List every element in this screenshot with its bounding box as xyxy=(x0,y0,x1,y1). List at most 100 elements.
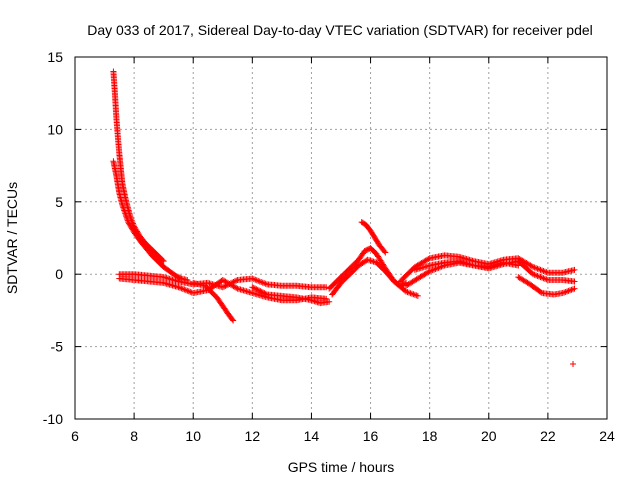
data-point xyxy=(179,285,186,292)
data-point xyxy=(258,279,265,286)
data-point xyxy=(408,290,415,297)
data-point xyxy=(564,288,571,295)
data-point xyxy=(537,266,544,273)
data-point xyxy=(230,317,237,324)
data-point xyxy=(413,292,420,299)
data-point xyxy=(159,257,166,264)
data-point xyxy=(541,268,548,275)
y-tick-label: 0 xyxy=(55,266,63,282)
data-point xyxy=(429,267,436,274)
data-point xyxy=(425,269,432,276)
data-point xyxy=(182,287,189,294)
data-point xyxy=(250,284,257,291)
data-point xyxy=(258,288,265,295)
data-point xyxy=(403,288,410,295)
series-tail-22 xyxy=(515,274,578,298)
data-point xyxy=(540,275,547,282)
data-point xyxy=(128,225,135,232)
data-point xyxy=(252,276,259,283)
data-point xyxy=(404,289,411,296)
data-point xyxy=(233,284,240,291)
data-point xyxy=(570,286,577,293)
data-point xyxy=(543,269,550,276)
data-point xyxy=(231,278,238,285)
data-point xyxy=(571,285,578,292)
data-point xyxy=(534,272,541,279)
data-point xyxy=(175,284,182,291)
data-point xyxy=(426,268,433,275)
data-point xyxy=(249,284,256,291)
x-tick-label: 8 xyxy=(130,428,138,444)
series-arc-18-21 xyxy=(397,252,578,285)
data-point xyxy=(128,224,135,231)
data-point xyxy=(531,264,538,271)
data-point xyxy=(185,288,192,295)
x-axis-label: GPS time / hours xyxy=(288,459,395,475)
data-point xyxy=(187,288,194,295)
data-point xyxy=(126,221,133,228)
data-point xyxy=(537,289,544,296)
series-outlier xyxy=(570,360,577,367)
data-layer xyxy=(110,68,578,367)
data-point xyxy=(530,271,537,278)
data-point xyxy=(382,249,389,256)
data-point xyxy=(414,292,421,299)
data-point xyxy=(257,288,264,295)
data-point xyxy=(249,275,256,282)
series-decay-lower xyxy=(110,158,191,283)
data-point xyxy=(530,263,537,270)
data-point xyxy=(533,265,540,272)
data-point xyxy=(528,263,535,270)
x-tick-label: 20 xyxy=(481,428,497,444)
chart-title: Day 033 of 2017, Sidereal Day-to-day VTE… xyxy=(87,22,593,38)
data-point xyxy=(125,219,132,226)
data-point xyxy=(233,277,240,284)
data-point xyxy=(565,287,572,294)
data-point xyxy=(536,273,543,280)
grid-layer xyxy=(75,57,607,419)
data-point xyxy=(129,226,136,233)
data-point xyxy=(219,284,226,291)
data-point xyxy=(127,222,134,229)
series-dip-14 xyxy=(249,284,333,307)
data-point xyxy=(410,291,417,298)
x-tick-label: 16 xyxy=(363,428,379,444)
data-point xyxy=(261,280,268,287)
data-point xyxy=(534,265,541,272)
data-point xyxy=(261,290,268,297)
data-point xyxy=(326,298,333,305)
label-layer: 6 8 10 12 14 16 18 20 22 24 -10 -5 0 5 10 15 xyxy=(43,49,615,444)
data-point xyxy=(428,267,435,274)
data-point xyxy=(515,262,522,269)
data-point xyxy=(254,286,261,293)
data-point xyxy=(541,275,548,282)
tick-layer xyxy=(74,56,608,420)
data-point xyxy=(538,274,545,281)
data-point xyxy=(229,316,236,323)
data-point xyxy=(411,291,418,298)
data-point xyxy=(256,287,263,294)
y-tick-label: 10 xyxy=(47,121,63,137)
data-point xyxy=(562,288,569,295)
data-point xyxy=(537,274,544,281)
data-point xyxy=(425,256,432,263)
series-dip-11 xyxy=(190,279,237,324)
data-point xyxy=(252,285,259,292)
data-point xyxy=(538,267,545,274)
data-point xyxy=(381,248,388,255)
y-axis-label: SDTVAR / TECUs xyxy=(4,182,20,294)
x-tick-label: 22 xyxy=(540,428,556,444)
data-point xyxy=(568,286,575,293)
x-tick-label: 10 xyxy=(185,428,201,444)
data-point xyxy=(533,272,540,279)
data-point xyxy=(259,279,266,286)
data-point xyxy=(543,276,550,283)
data-point xyxy=(531,271,538,278)
x-tick-label: 14 xyxy=(304,428,320,444)
data-point xyxy=(221,283,228,290)
data-point xyxy=(262,280,269,287)
data-point xyxy=(253,286,260,293)
data-point xyxy=(250,276,257,283)
data-point xyxy=(256,278,263,285)
data-point xyxy=(536,266,543,273)
